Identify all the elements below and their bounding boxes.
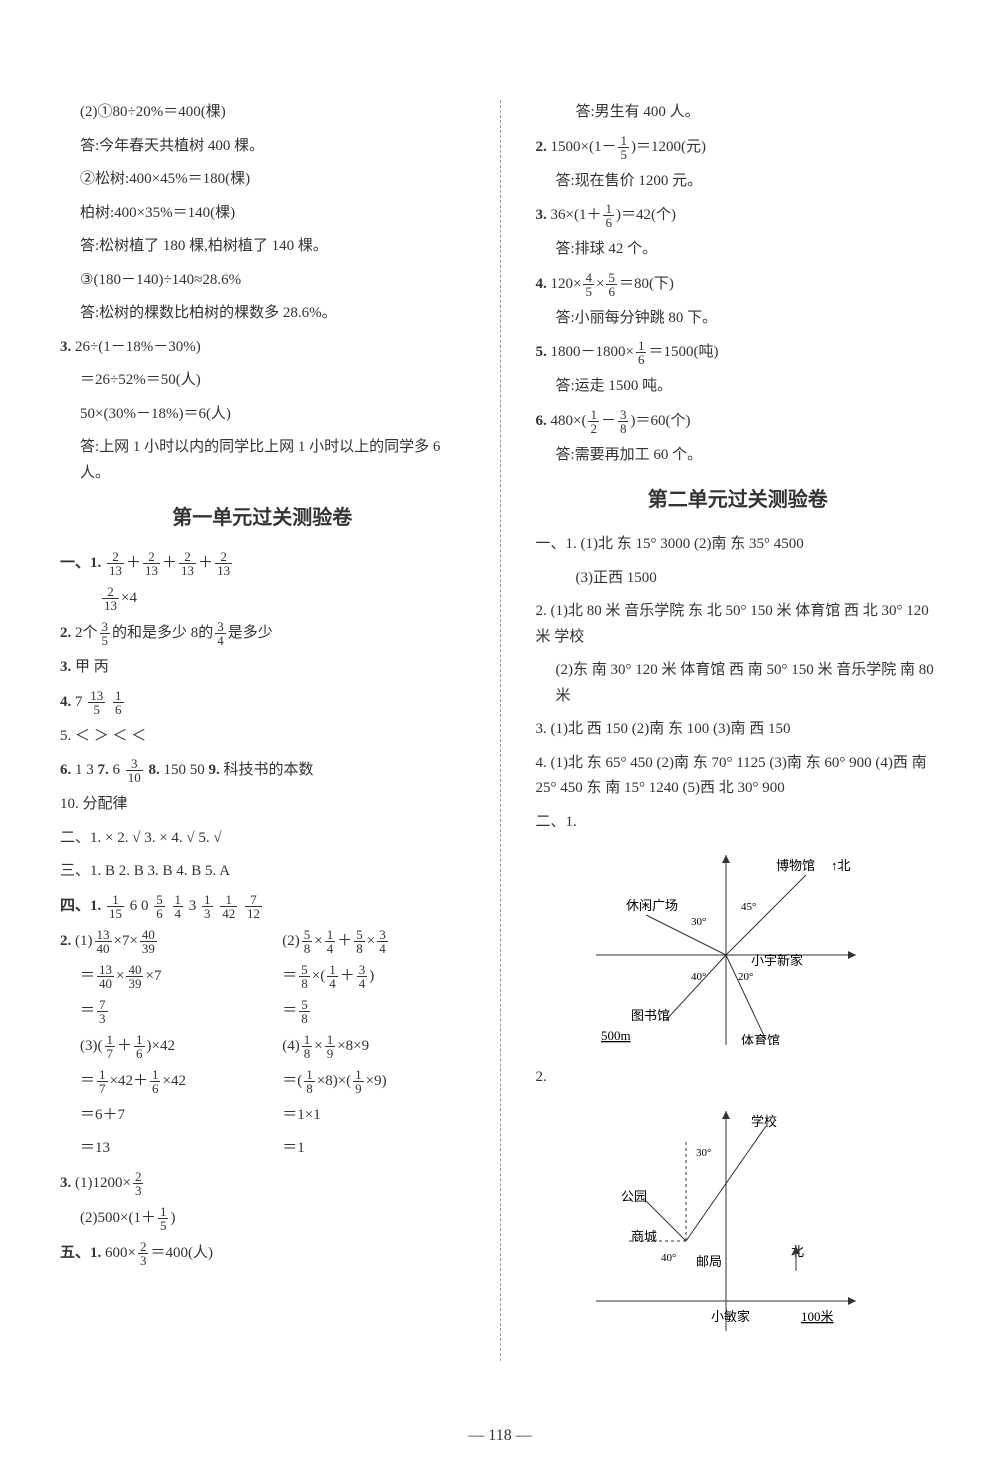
- text-line: 213×4: [60, 585, 465, 612]
- text-line: 2.: [536, 1065, 941, 1091]
- text-line: 柏树:400×35%＝140(棵): [60, 201, 465, 227]
- label-post: 邮局: [696, 1254, 722, 1269]
- angle-45: 45°: [741, 901, 756, 913]
- text-line: (2)①80÷20%＝400(棵): [60, 100, 465, 126]
- label-mall: 商城: [631, 1229, 657, 1244]
- text-line: 2. 2个35的和是多少 8的34是多少: [60, 620, 465, 647]
- text-line: (3)正西 1500: [536, 566, 941, 592]
- angle-40: 40°: [691, 971, 706, 983]
- text-line: 10. 分配律: [60, 792, 465, 818]
- text-line: 答:小丽每分钟跳 80 下。: [536, 306, 941, 332]
- label-home: 小宇新家: [751, 953, 803, 968]
- text-line: 一、1. 213＋213＋213＋213: [60, 550, 465, 577]
- label-scale2: 100米: [801, 1309, 834, 1324]
- text-line: 3. 36×(1＋16)＝42(个): [536, 202, 941, 229]
- text-line: 4. 7 135 16: [60, 689, 465, 716]
- text-line: ＝1×1: [282, 1103, 464, 1129]
- text-line: (2)500×(1＋15): [60, 1205, 465, 1232]
- text-line: 50×(30%－18%)＝6(人): [60, 402, 465, 428]
- text-line: 二、1.: [536, 810, 941, 836]
- label-plaza: 休闲广场: [626, 898, 678, 913]
- text-line: 答:现在售价 1200 元。: [536, 169, 941, 195]
- text-line: (2)58×14＋58×34: [282, 928, 464, 955]
- text-line: 五、1. 600×23＝400(人): [60, 1240, 465, 1267]
- unit2-title: 第二单元过关测验卷: [536, 483, 941, 512]
- text-line: (4)18×19×8×9: [282, 1033, 464, 1060]
- label-home2: 小敏家: [711, 1309, 750, 1324]
- angle-40: 40°: [661, 1252, 676, 1264]
- label-library: 图书馆: [631, 1008, 670, 1023]
- text-line: 2. 1500×(1－15)＝1200(元): [536, 134, 941, 161]
- label-museum: 博物馆: [776, 858, 815, 873]
- text-line: 6. 1 3 7. 6 310 8. 150 50 9. 科技书的本数: [60, 757, 465, 784]
- label-school: 学校: [751, 1114, 777, 1129]
- text-line: ②松树:400×45%＝180(棵): [60, 167, 465, 193]
- angle-30: 30°: [696, 1147, 711, 1159]
- text-line: 4. (1)北 东 65° 450 (2)南 东 70° 1125 (3)南 东…: [536, 751, 941, 802]
- text-line: ＝1: [282, 1136, 464, 1162]
- text-line: 答:男生有 400 人。: [536, 100, 941, 126]
- text-line: 2. (1)北 80 米 音乐学院 东 北 50° 150 米 体育馆 西 北 …: [536, 599, 941, 650]
- angle-20: 20°: [738, 971, 753, 983]
- text-line: 3. (1)北 西 150 (2)南 东 100 (3)南 西 150: [536, 717, 941, 743]
- text-line: 一、1. (1)北 东 15° 3000 (2)南 东 35° 4500: [536, 532, 941, 558]
- text-line: ＝58×(14＋34): [282, 963, 464, 990]
- text-line: 答:排球 42 个。: [536, 237, 941, 263]
- diagram-2: 学校 30° 公园 商城 40° 邮局 北 小敏家 100米: [576, 1101, 941, 1346]
- text-line: 答:松树植了 180 棵,柏树植了 140 棵。: [60, 234, 465, 260]
- text-line: 答:上网 1 小时以内的同学比上网 1 小时以上的同学多 6 人。: [60, 435, 465, 486]
- page-content: (2)①80÷20%＝400(棵) 答:今年春天共植树 400 棵。 ②松树:4…: [60, 100, 940, 1361]
- text-line: ＝13: [60, 1136, 242, 1162]
- left-column: (2)①80÷20%＝400(棵) 答:今年春天共植树 400 棵。 ②松树:4…: [60, 100, 465, 1361]
- text-line: (3)(17＋16)×42: [60, 1033, 242, 1060]
- label-gym: 体育馆: [741, 1033, 780, 1045]
- text-line: ＝(18×8)×(19×9): [282, 1068, 464, 1095]
- calc-columns: 2. (1)1340×7×4039 ＝1340×4039×7 ＝73 (3)(1…: [60, 928, 465, 1170]
- text-line: ③(180－140)÷140≈28.6%: [60, 268, 465, 294]
- diagram-1: 博物馆 ↑北 休闲广场 45° 30° 40° 20° 小宇新家 图书馆 体育馆…: [576, 845, 941, 1050]
- label-north: ↑北: [831, 858, 851, 873]
- text-line: 答:运走 1500 吨。: [536, 374, 941, 400]
- text-line: 2. (1)1340×7×4039: [60, 928, 242, 955]
- unit1-title: 第一单元过关测验卷: [60, 501, 465, 530]
- label-scale: 500m: [601, 1028, 631, 1043]
- text-line: 答:松树的棵数比柏树的棵数多 28.6%。: [60, 301, 465, 327]
- text-line: 3. 甲 丙: [60, 655, 465, 681]
- angle-30: 30°: [691, 916, 706, 928]
- text-line: ＝1340×4039×7: [60, 963, 242, 990]
- text-line: 3. (1)1200×23: [60, 1170, 465, 1197]
- text-line: ＝17×42＋16×42: [60, 1068, 242, 1095]
- page-number: 118: [468, 1427, 531, 1445]
- right-column: 答:男生有 400 人。 2. 1500×(1－15)＝1200(元) 答:现在…: [536, 100, 941, 1361]
- text-line: ＝26÷52%＝50(人): [60, 368, 465, 394]
- text-line: 四、1. 115 6 0 56 14 3 13 142 712: [60, 893, 465, 920]
- text-line: ＝6＋7: [60, 1103, 242, 1129]
- text-line: 3. 26÷(1－18%－30%): [60, 335, 465, 361]
- text-line: (2)东 南 30° 120 米 体育馆 西 南 50° 150 米 音乐学院 …: [536, 658, 941, 709]
- text-line: 5. 1800－1800×16＝1500(吨): [536, 339, 941, 366]
- label-park: 公园: [621, 1189, 647, 1204]
- text-line: ＝73: [60, 998, 242, 1025]
- text-line: ＝58: [282, 998, 464, 1025]
- text-line: 5. ＜ ＞ ＜ ＜: [60, 724, 465, 750]
- text-line: 答:需要再加工 60 个。: [536, 443, 941, 469]
- text-line: 二、1. × 2. √ 3. × 4. √ 5. √: [60, 826, 465, 852]
- column-divider: [500, 100, 501, 1361]
- text-line: 答:今年春天共植树 400 棵。: [60, 134, 465, 160]
- text-line: 6. 480×(12－38)＝60(个): [536, 408, 941, 435]
- text-line: 三、1. B 2. B 3. B 4. B 5. A: [60, 859, 465, 885]
- text-line: 4. 120×45×56＝80(下): [536, 271, 941, 298]
